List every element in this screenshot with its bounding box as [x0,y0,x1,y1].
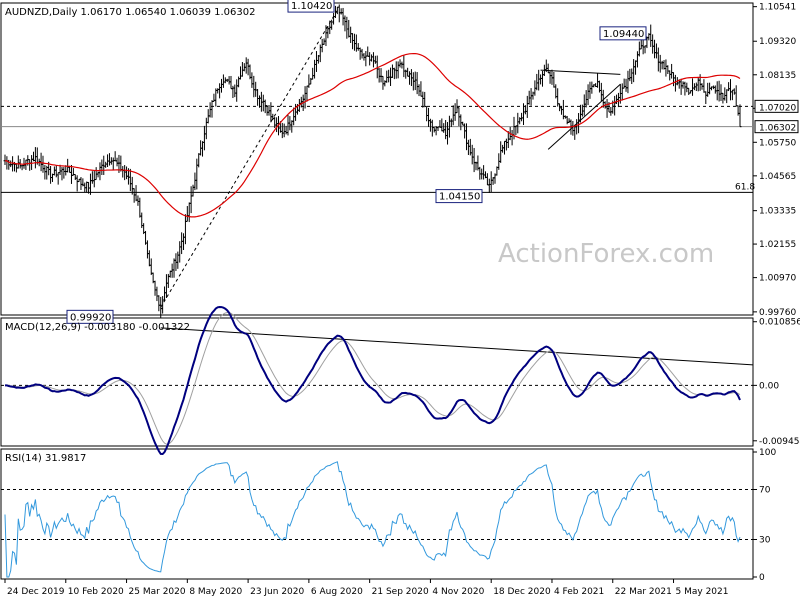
macd-layer [1,305,754,456]
price-axis-label: 1.09320 [759,37,796,47]
sma-line [4,53,741,218]
macd-line [4,305,741,456]
macd-axis-label: -0.009454 [759,437,800,447]
neckline-top [540,69,621,75]
x-axis-label: 5 May 2021 [676,587,729,597]
price-axis-label: 1.02155 [759,240,796,250]
rsi-axis-label: 70 [759,486,771,496]
price-layer: 61.8 1.10420 1.09440 1.04150 0.99920 [1,0,755,324]
macd-axis-label: 0.00 [759,381,779,391]
x-axis-label: 10 Feb 2020 [68,587,124,597]
price-axis-label: 1.04565 [759,172,796,182]
rsi-layer [1,461,753,578]
x-axis-label: 6 Aug 2020 [311,587,363,597]
x-axis-label: 18 Dec 2020 [493,587,551,597]
annotation-099920: 0.99920 [70,312,111,323]
price-axis-label: 1.08135 [759,71,796,81]
neckline-bottom [547,83,621,150]
price-axis-label: 1.05750 [759,138,796,148]
x-axis-label: 25 Mar 2020 [129,587,186,597]
rsi-axis-label: 30 [759,536,771,546]
price-panel-frame [0,2,754,316]
macd-panel-frame [0,317,754,447]
x-axis-label: 23 Jun 2020 [250,587,304,597]
annotation-109440: 1.09440 [603,29,644,40]
rsi-line [4,461,741,578]
x-axis-label: 4 Nov 2020 [432,587,484,597]
annotation-110420: 1.10420 [291,1,332,12]
axis-layer: 1.105411.093201.081351.069501.057501.045… [4,3,800,597]
rsi-header: RSI(14) 31.9817 [5,453,86,464]
x-axis-label: 22 Mar 2021 [615,587,672,597]
macd-signal-line [4,311,741,445]
annotation-104150: 1.04150 [439,192,480,203]
x-axis-label: 4 Feb 2021 [554,587,604,597]
x-axis-label: 21 Sep 2020 [372,587,429,597]
annotation-110420-box [287,0,335,13]
price-header: AUDNZD,Daily 1.06170 1.06540 1.06039 1.0… [5,7,256,18]
macd-axis-label: 0.010856 [759,318,800,328]
macd-header: MACD(12,26,9) -0.003180 -0.001322 [5,322,190,333]
macd-trendline [160,327,754,366]
annotation-104150-box [435,189,483,204]
rsi-axis-label: 0 [759,573,765,583]
current-price-axis-label: 1.06302 [759,124,796,134]
fib-618-label: 61.8 [735,182,755,192]
price-axis-label: 0.99760 [759,308,796,318]
x-axis-label: 8 May 2020 [189,587,242,597]
watermark: ActionForex.com [498,239,714,269]
level-1070-axis-label-box [754,99,799,113]
price-axis-label: 1.03335 [759,207,796,217]
level-1070-axis-label: 1.07020 [759,103,796,113]
annotation-109440-box [599,26,647,41]
current-price-axis-label-box [754,120,799,134]
rsi-axis-label: 100 [759,448,776,458]
price-axis-label: 1.00970 [759,274,796,284]
price-axis-label: 1.10541 [759,3,796,13]
rally-trendline [160,9,338,308]
x-axis-label: 24 Dec 2019 [7,587,65,597]
annotation-099920-box [66,309,114,324]
rsi-panel-frame [0,448,754,580]
